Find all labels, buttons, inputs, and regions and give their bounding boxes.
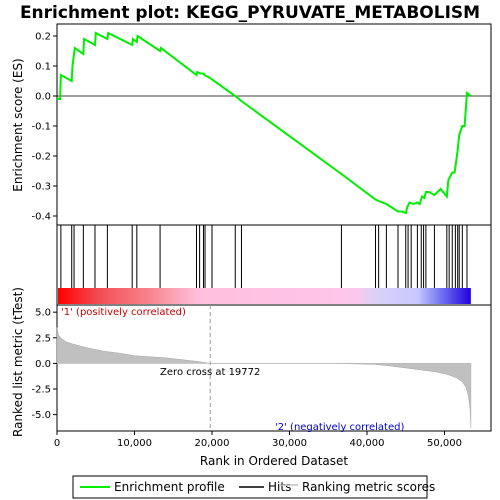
es-y-tick-label: -0.2 [31, 152, 51, 163]
legend-ranking-label: Ranking metric scores [302, 480, 435, 494]
x-tick-label: 50,000 [427, 438, 462, 449]
x-tick-label: 20,000 [195, 438, 230, 449]
es-y-tick-label: -0.3 [31, 182, 51, 193]
positive-correlated-label: '1' (positively correlated) [61, 307, 186, 318]
legend: Enrichment profile Hits Ranking metric s… [73, 476, 435, 498]
es-y-tick-label: 0.2 [35, 32, 51, 43]
rank-y-axis-label: Ranked list metric (tTest) [11, 287, 25, 437]
chart-title: Enrichment plot: KEGG_PYRUVATE_METABOLIS… [20, 3, 480, 23]
x-tick-label: 30,000 [272, 438, 307, 449]
rank-y-tick-label: 2.5 [35, 333, 51, 344]
es-y-tick-label: 0.1 [35, 62, 51, 73]
zero-cross-label: Zero cross at 19772 [160, 367, 260, 378]
x-tick-label: 10,000 [117, 438, 152, 449]
es-y-tick-label: -0.1 [31, 122, 51, 133]
ranking-color-bar [58, 288, 471, 304]
rank-y-axis: -5.0 -2.5 0.0 2.5 5.0 [31, 308, 57, 421]
rank-y-tick-label: 5.0 [35, 308, 51, 319]
rank-y-tick-label: 0.0 [35, 359, 51, 370]
x-tick-label: 40,000 [350, 438, 385, 449]
es-y-tick-label: 0.0 [35, 92, 51, 103]
legend-enrichment-label: Enrichment profile [114, 480, 225, 494]
es-y-tick-label: -0.4 [31, 212, 51, 223]
negative-correlated-label: '2' (negatively correlated) [275, 422, 404, 433]
es-y-axis-label: Enrichment score (ES) [11, 58, 25, 191]
x-axis-label: Rank in Ordered Dataset [200, 454, 348, 468]
es-y-axis: -0.4 -0.3 -0.2 -0.1 0.0 0.1 0.2 [31, 32, 57, 223]
rank-y-tick-label: -5.0 [31, 410, 51, 421]
legend-hits-label: Hits [268, 480, 291, 494]
x-tick-label: 0 [54, 438, 60, 449]
rank-y-tick-label: -2.5 [31, 385, 51, 396]
x-axis: 0 10,000 20,000 30,000 40,000 50,000 [54, 431, 462, 449]
